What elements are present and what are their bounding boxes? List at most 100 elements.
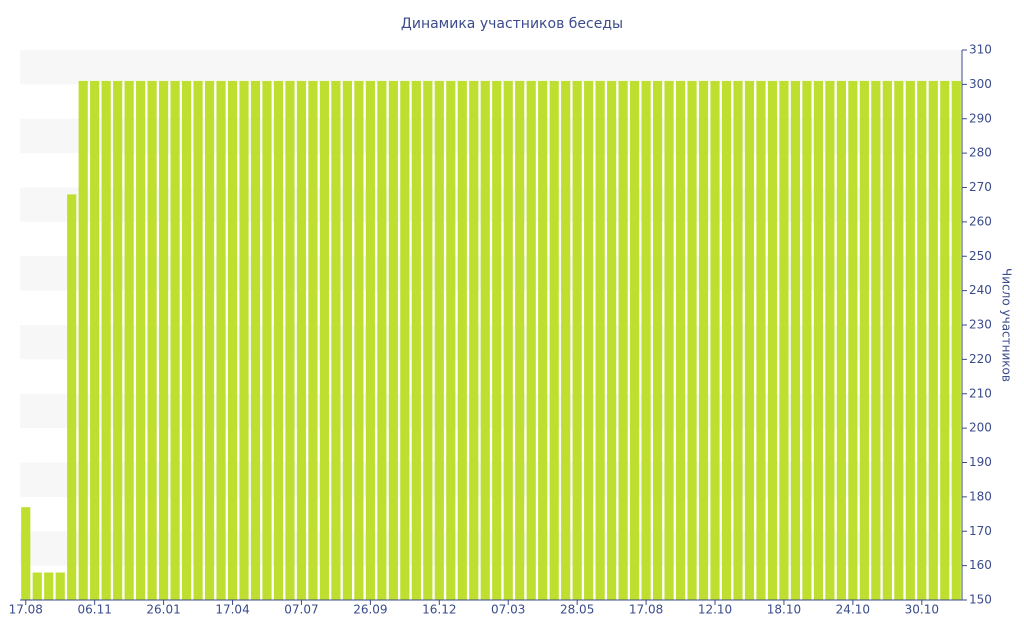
bar <box>744 80 755 600</box>
bar <box>848 80 858 600</box>
bar <box>618 80 628 600</box>
bar <box>538 80 548 600</box>
bar <box>67 194 77 600</box>
bar <box>721 80 732 600</box>
bar <box>308 80 318 600</box>
x-tick-label: 17.08 <box>629 603 663 617</box>
bar <box>55 572 65 600</box>
y-tick-label: 190 <box>969 455 992 469</box>
bar <box>400 80 410 600</box>
bar <box>595 80 605 600</box>
x-tick-label: 28.05 <box>560 603 594 617</box>
bar <box>457 80 467 600</box>
x-tick-label: 17.08 <box>9 603 43 617</box>
bar <box>319 80 330 600</box>
bar <box>871 80 881 600</box>
bar <box>503 80 513 600</box>
bar <box>687 80 697 600</box>
bar <box>813 80 823 600</box>
bar <box>181 80 192 600</box>
x-tick-label: 12.10 <box>698 603 732 617</box>
bar <box>492 80 502 600</box>
bar <box>894 80 904 600</box>
bar <box>193 80 203 600</box>
bar <box>354 80 364 600</box>
bar <box>698 80 709 600</box>
bar <box>675 80 686 600</box>
bar <box>365 80 375 600</box>
bar <box>951 80 961 600</box>
bar <box>802 80 812 600</box>
bar <box>859 80 869 600</box>
y-tick-label: 160 <box>969 558 992 572</box>
bar <box>296 80 307 600</box>
bar <box>480 80 490 600</box>
x-tick-label: 07.03 <box>491 603 525 617</box>
bar <box>836 80 846 600</box>
y-tick-label: 250 <box>969 249 992 263</box>
bar <box>561 80 571 600</box>
x-tick-label: 24.10 <box>836 603 870 617</box>
bar <box>607 80 617 600</box>
bar <box>733 80 743 600</box>
y-tick-label: 180 <box>969 489 992 503</box>
y-tick-label: 170 <box>969 524 992 538</box>
bar <box>204 80 215 600</box>
bar <box>285 80 295 600</box>
bar <box>641 80 651 600</box>
bar <box>388 80 398 600</box>
bar <box>331 80 341 600</box>
bar <box>572 80 582 600</box>
y-tick-label: 280 <box>969 146 992 160</box>
bar <box>113 80 123 600</box>
bar <box>227 80 238 600</box>
bar <box>78 80 88 600</box>
chart-title: Динамика участников беседы <box>401 16 623 32</box>
bar <box>917 80 927 600</box>
bar <box>262 80 272 600</box>
y-tick-label: 310 <box>969 43 992 57</box>
bar <box>101 80 111 600</box>
y-tick-label: 150 <box>969 593 992 607</box>
bar <box>342 80 352 600</box>
bar <box>411 80 421 600</box>
y-tick-label: 270 <box>969 180 992 194</box>
y-tick-label: 220 <box>969 352 992 366</box>
y-tick-label: 300 <box>969 77 992 91</box>
bar <box>273 80 284 600</box>
bar <box>756 80 766 600</box>
bar <box>136 80 146 600</box>
bar <box>905 80 915 600</box>
y-axis-title: Число участников <box>1000 268 1014 382</box>
bar <box>239 80 249 600</box>
y-tick-label: 230 <box>969 318 992 332</box>
bar <box>652 80 663 600</box>
bar <box>825 80 835 600</box>
bar <box>767 80 778 600</box>
bar <box>21 507 31 600</box>
x-tick-label: 26.01 <box>146 603 180 617</box>
bar <box>90 80 100 600</box>
y-tick-label: 260 <box>969 214 992 228</box>
bar <box>434 80 444 600</box>
x-tick-label: 07.07 <box>284 603 318 617</box>
bar <box>250 80 261 600</box>
bar <box>526 80 536 600</box>
bar <box>584 80 594 600</box>
bar <box>779 80 789 600</box>
x-tick-label: 16.12 <box>422 603 456 617</box>
x-tick-label: 30.10 <box>905 603 939 617</box>
bar <box>549 80 559 600</box>
y-tick-label: 200 <box>969 421 992 435</box>
bar <box>216 80 226 600</box>
bar <box>170 80 180 600</box>
bar <box>664 80 674 600</box>
y-tick-label: 290 <box>969 111 992 125</box>
bar <box>790 80 801 600</box>
bar <box>44 572 54 600</box>
bar <box>377 80 387 600</box>
y-tick-label: 240 <box>969 283 992 297</box>
x-tick-label: 26.09 <box>353 603 387 617</box>
